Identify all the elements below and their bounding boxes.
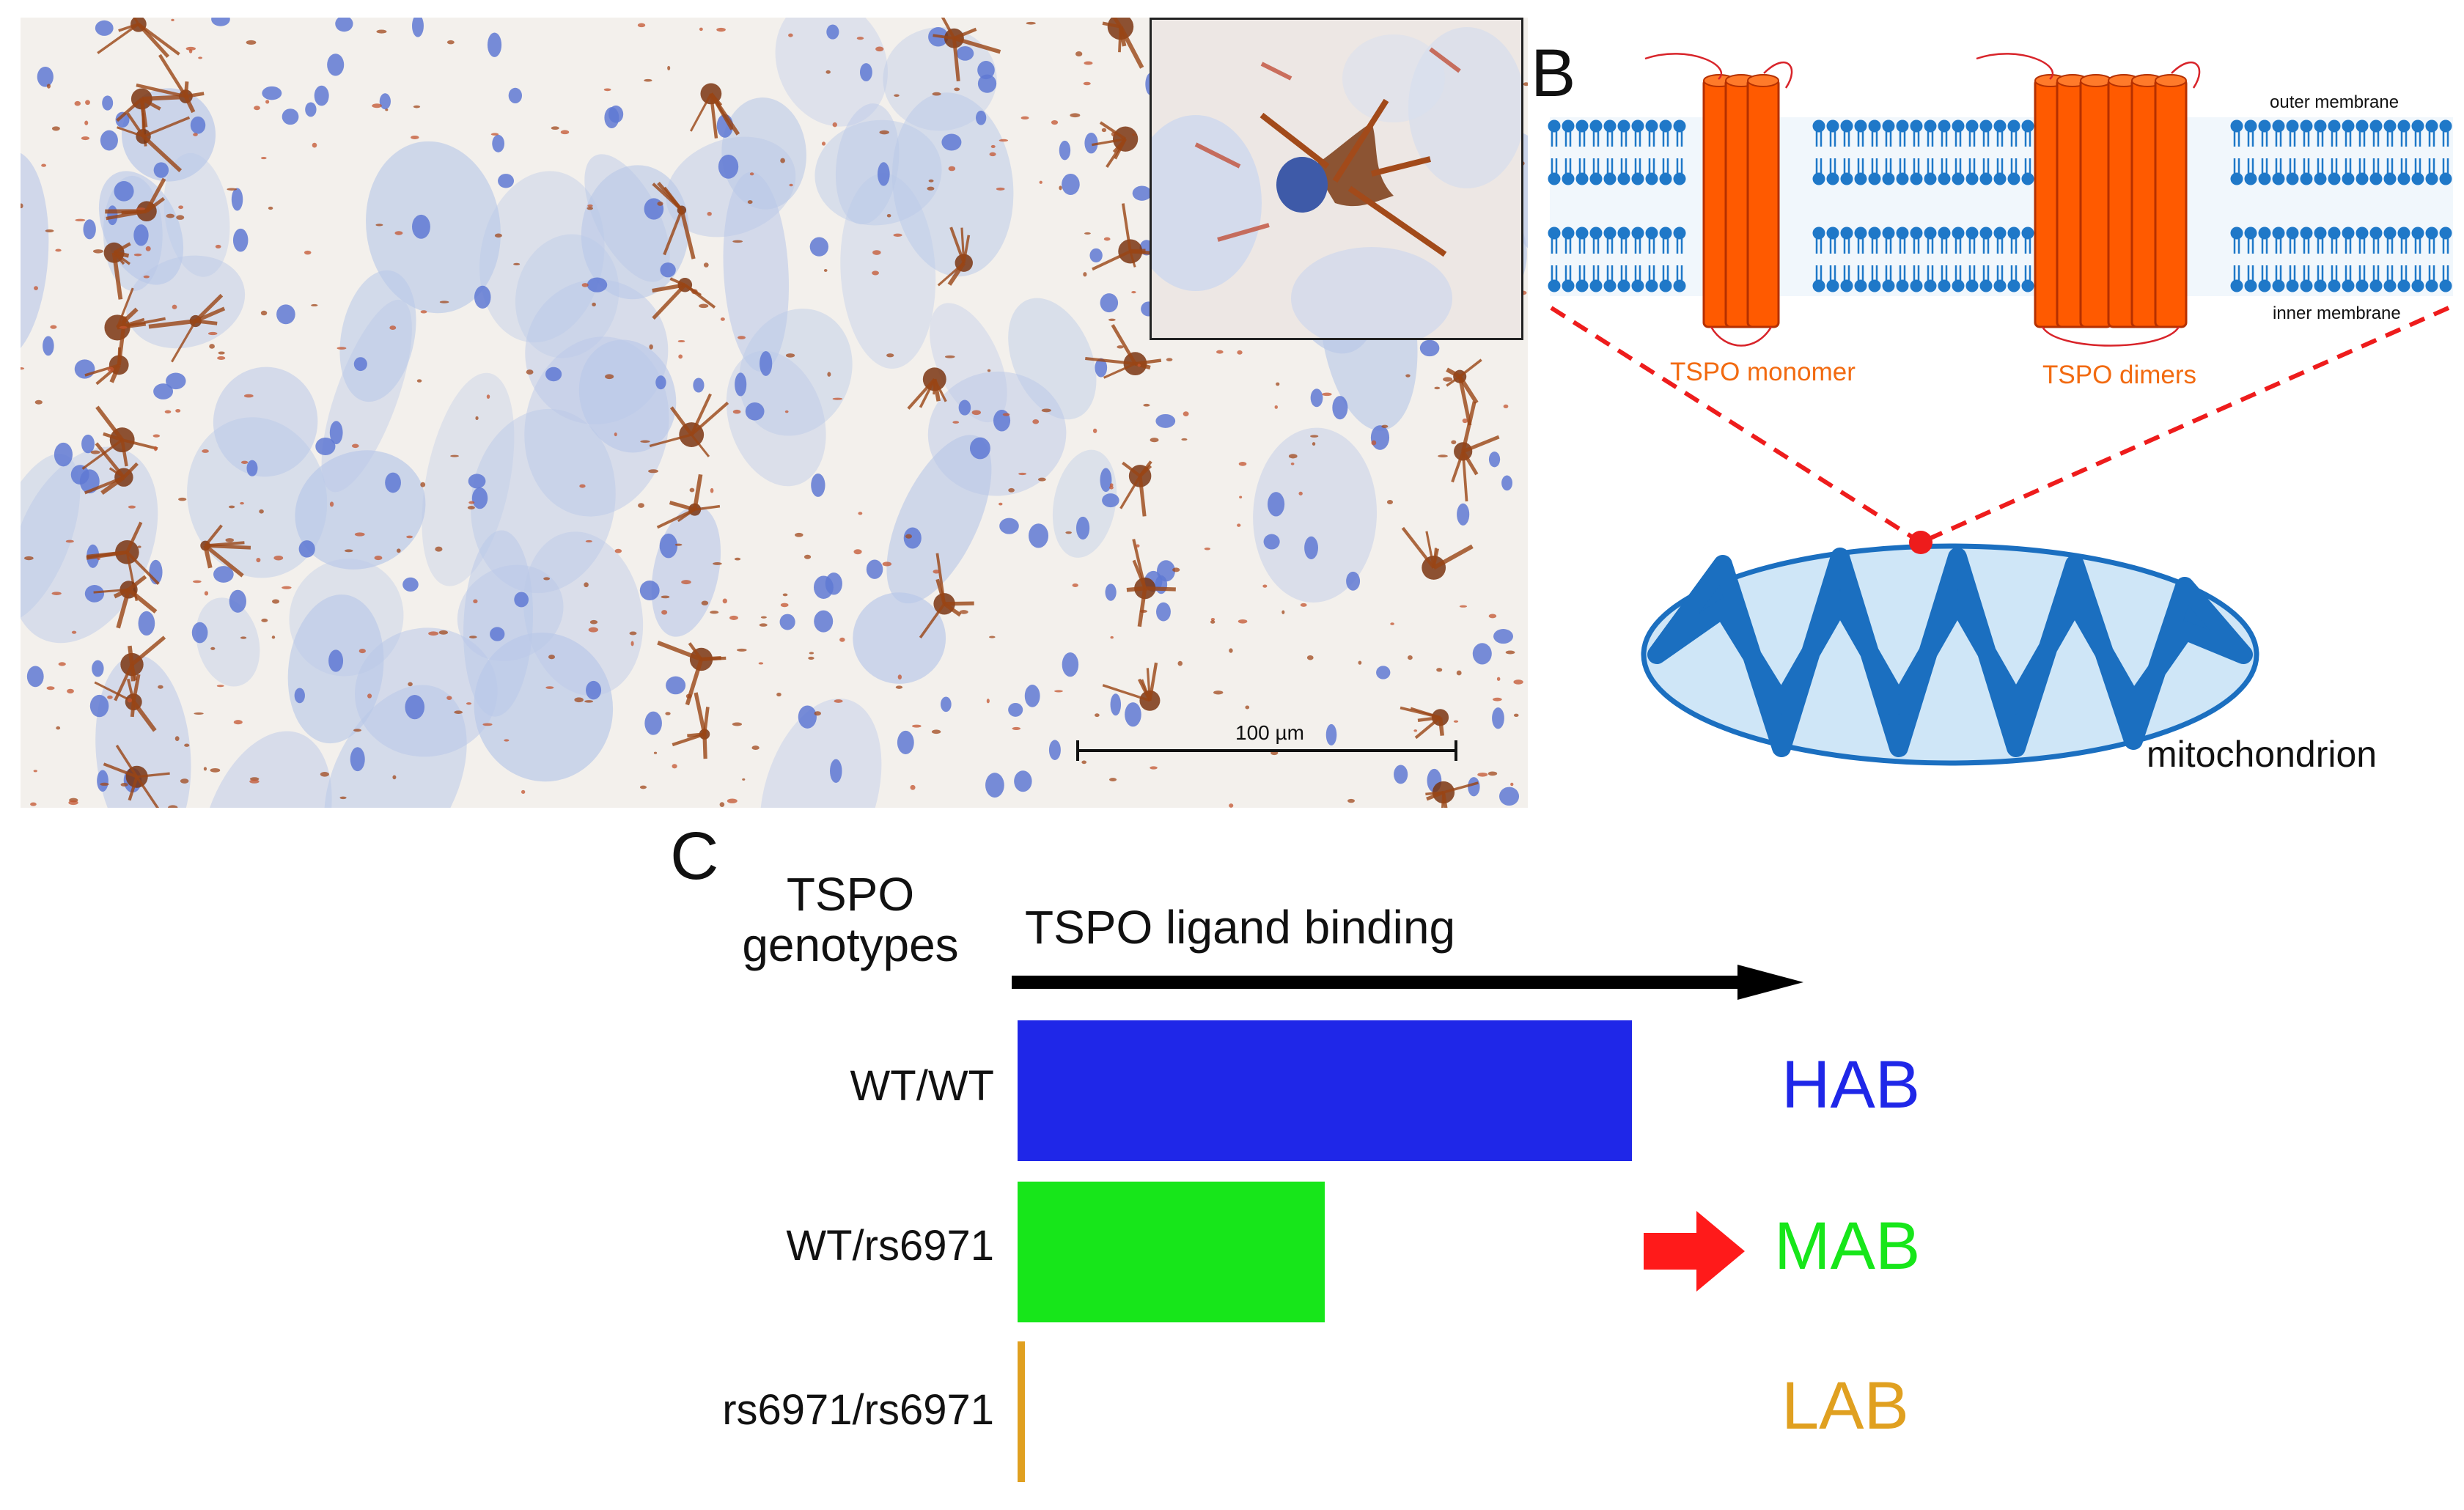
highlight-arrow-icon — [1644, 1211, 1745, 1292]
zoom-line-right — [1919, 306, 2450, 545]
zoom-point — [1909, 531, 1932, 554]
class-label-hab: HAB — [1781, 1047, 1921, 1122]
tspo-dimer-structure — [1976, 53, 2201, 347]
class-label-lab: LAB — [1781, 1369, 1909, 1443]
mitochondrion-icon — [1641, 543, 2259, 766]
membrane-diagram — [1548, 53, 2453, 766]
scale-bar — [1076, 749, 1457, 752]
inner-membrane-label: inner membrane — [2273, 303, 2401, 323]
binding-bar-mab — [1018, 1182, 1325, 1322]
tspo-dimers-label: TSPO dimers — [2042, 361, 2197, 389]
tspo-monomer-structure — [1644, 53, 1793, 347]
genotype-label-rsrs: rs6971/rs6971 — [722, 1386, 994, 1434]
tspo-monomer-label: TSPO monomer — [1670, 358, 1856, 386]
binding-bar-hab — [1018, 1020, 1632, 1161]
panel-b-letter: B — [1531, 36, 1576, 111]
binding-bar-lab — [1018, 1341, 1025, 1482]
panel-c-letter: C — [670, 819, 719, 894]
micrograph-tissue — [21, 18, 1528, 808]
genotypes-header: TSPO genotypes — [742, 868, 959, 972]
class-label-mab: MAB — [1774, 1209, 1921, 1284]
mitochondrion-label: mitochondrion — [2147, 734, 2377, 775]
genotype-label-wtwt: WT/WT — [850, 1062, 994, 1110]
zoom-line-left — [1550, 306, 1922, 545]
micrograph-inset — [1150, 18, 1523, 340]
scale-bar-label: 100 µm — [1235, 721, 1304, 744]
outer-membrane-label: outer membrane — [2270, 92, 2399, 112]
scale-bar-right-tick — [1455, 740, 1457, 761]
scale-bar-left-tick — [1076, 740, 1079, 761]
binding-axis-arrow — [1012, 965, 1803, 1000]
genotype-label-wtrs: WT/rs6971 — [786, 1222, 994, 1270]
lipid-bilayer — [1548, 117, 2453, 296]
ligand-binding-axis-label: TSPO ligand binding — [1025, 901, 1456, 954]
